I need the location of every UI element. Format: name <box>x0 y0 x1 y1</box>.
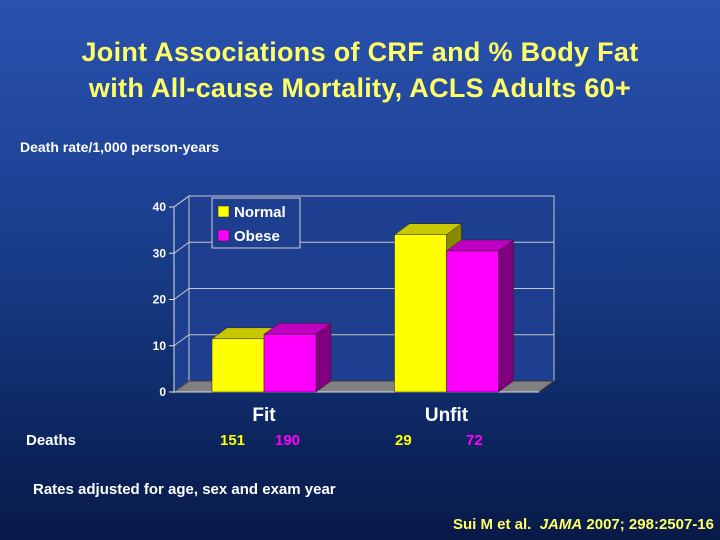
y-tick-label: 30 <box>153 246 167 260</box>
citation-authors: Sui M et al. <box>453 516 532 533</box>
deaths-fit-normal: 151 <box>220 432 246 449</box>
y-tick-label: 20 <box>153 293 167 307</box>
bar-obese-fit <box>263 333 317 393</box>
title-line-1: Joint Associations of CRF and % Body Fat <box>81 37 639 67</box>
bar-side-obese-fit <box>315 322 332 393</box>
bar-obese-unfit <box>446 250 499 393</box>
citation-details: 2007; 298:2507-16 <box>586 516 714 533</box>
gridline-side <box>173 288 190 300</box>
gridline-side <box>173 241 190 254</box>
x-tick-label-unfit: Unfit <box>425 405 469 426</box>
deaths-label: Deaths <box>26 432 77 449</box>
bar-normal-fit <box>211 338 265 393</box>
slide-title: Joint Associations of CRF and % Body Fat… <box>0 34 720 106</box>
legend-label-obese: Obese <box>234 228 280 245</box>
deaths-unfit-normal: 29 <box>395 432 412 449</box>
deaths-unfit-obese: 72 <box>466 432 483 449</box>
x-tick-label-fit: Fit <box>252 405 276 426</box>
y-tick-label: 40 <box>153 200 167 214</box>
title-line-2: with All-cause Mortality, ACLS Adults 60… <box>88 73 632 103</box>
gridline-side <box>173 334 190 347</box>
deaths-fit-obese: 190 <box>275 432 301 449</box>
citation-journal: JAMA <box>539 516 583 533</box>
legend-swatch-obese <box>217 229 230 242</box>
y-tick-label: 10 <box>153 339 167 353</box>
y-axis-title: Death rate/1,000 person-years <box>20 139 220 155</box>
gridline-side <box>173 195 190 208</box>
legend-swatch-normal <box>217 205 230 218</box>
deaths-row: Deaths 151 190 29 72 <box>0 432 720 452</box>
bar-side-obese-unfit <box>498 239 514 393</box>
adjustment-note: Rates adjusted for age, sex and exam yea… <box>33 481 336 498</box>
y-tick-label: 0 <box>159 385 166 399</box>
bar-normal-unfit <box>394 234 447 393</box>
legend-label-normal: Normal <box>234 204 286 221</box>
citation: Sui M et al. JAMA 2007; 298:2507-16 <box>453 516 714 533</box>
